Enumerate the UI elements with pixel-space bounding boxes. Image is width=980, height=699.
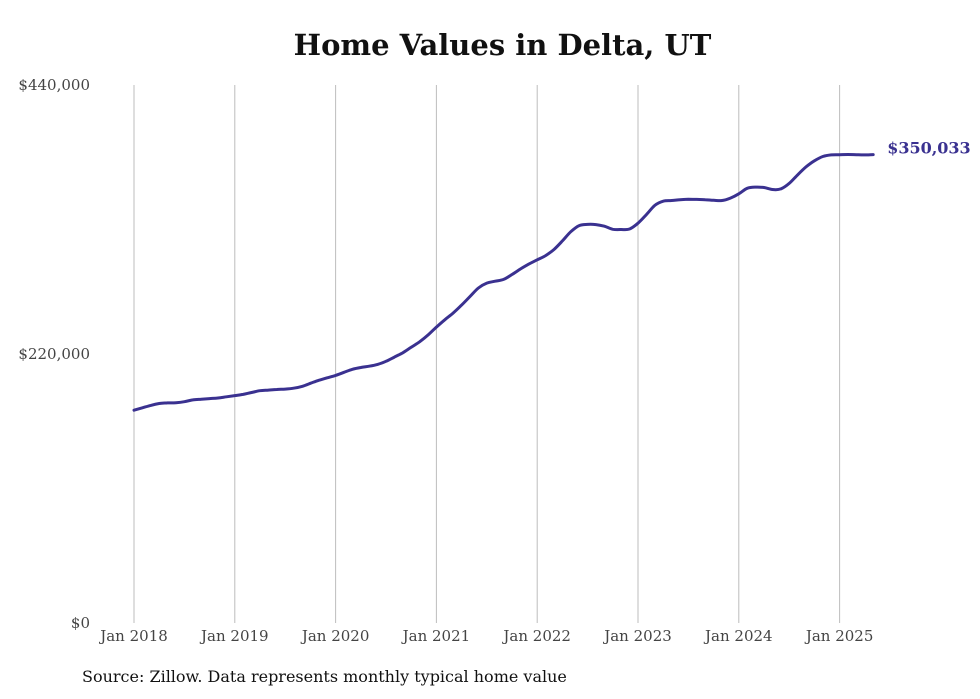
y-tick-label: $440,000 xyxy=(18,76,90,94)
y-tick-label: $0 xyxy=(71,614,90,632)
x-tick-label: Jan 2019 xyxy=(199,627,269,645)
y-tick-label: $220,000 xyxy=(18,345,90,363)
source-note: Source: Zillow. Data represents monthly … xyxy=(82,667,567,686)
x-tick-label: Jan 2018 xyxy=(98,627,168,645)
x-tick-label: Jan 2025 xyxy=(804,627,874,645)
x-tick-label: Jan 2023 xyxy=(602,627,672,645)
series-line xyxy=(132,153,875,412)
y-axis-ticks: $0 $220,000 $440,000 xyxy=(18,76,90,632)
x-tick-label: Jan 2024 xyxy=(703,627,773,645)
grid-lines xyxy=(133,85,841,623)
x-tick-label: Jan 2020 xyxy=(300,627,370,645)
x-tick-label: Jan 2021 xyxy=(401,627,471,645)
x-axis-ticks: Jan 2018 Jan 2019 Jan 2020 Jan 2021 Jan 2022… xyxy=(98,627,873,645)
end-value-label: $350,033 xyxy=(887,139,971,158)
x-tick-label: Jan 2022 xyxy=(501,627,571,645)
chart-title: Home Values in Delta, UT xyxy=(293,28,712,62)
